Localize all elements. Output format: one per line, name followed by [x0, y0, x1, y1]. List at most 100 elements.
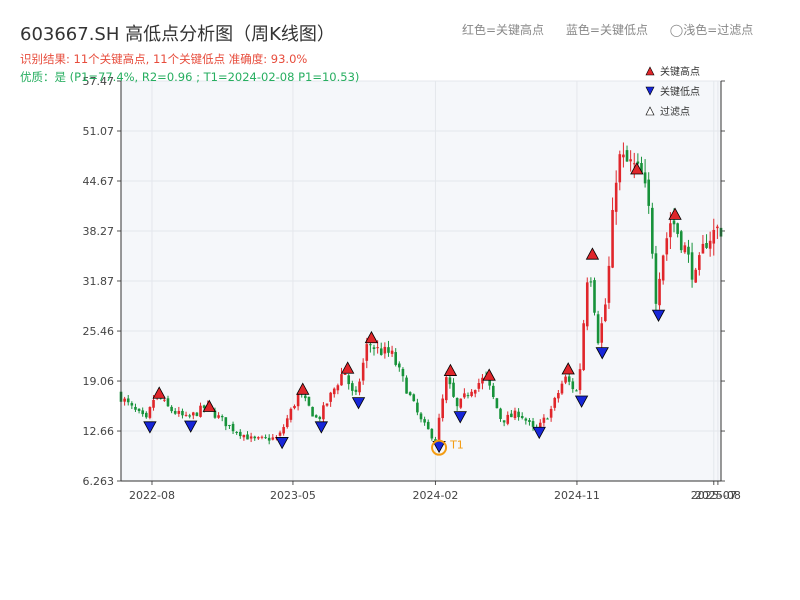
- candle-body: [340, 374, 343, 386]
- candle-body: [542, 417, 546, 423]
- candle-body: [575, 390, 578, 392]
- candle-body: [181, 410, 184, 416]
- y-tick-label: 12.66: [83, 425, 115, 438]
- legend-high-symbol: [645, 66, 655, 76]
- y-tick-label: 51.07: [83, 125, 115, 138]
- legend-light-note: ◯浅色=过滤点: [669, 23, 754, 37]
- candle-body: [600, 323, 604, 343]
- candle-body: [351, 383, 354, 391]
- candle-body: [304, 395, 307, 399]
- candle-body: [517, 411, 520, 418]
- key-high-marker: [341, 361, 355, 374]
- candle-body: [148, 407, 152, 418]
- candle-body: [589, 281, 593, 283]
- candle-body: [564, 376, 567, 383]
- key-low-marker: [143, 421, 157, 434]
- candle-body: [708, 240, 712, 249]
- candle-body: [437, 417, 441, 443]
- key-low-marker: [532, 426, 546, 440]
- key-low-marker: [453, 411, 467, 424]
- candle-body: [459, 398, 463, 408]
- candle-body: [141, 410, 144, 415]
- candle-body: [698, 255, 701, 270]
- result-summary: 识别结果: 11个关键高点, 11个关键低点 准确度: 93.0%: [20, 52, 308, 66]
- t1-label: T1: [449, 439, 464, 452]
- key-high-marker: [668, 207, 682, 220]
- candle-body: [618, 154, 622, 183]
- candle-body: [665, 238, 669, 255]
- key-high-marker: [482, 368, 496, 381]
- x-tick-label: 2025-07: [691, 489, 737, 502]
- candle-body: [506, 414, 510, 424]
- candle-body: [571, 381, 575, 390]
- candle-body: [513, 410, 517, 419]
- candle-body: [585, 282, 589, 327]
- candle-body: [332, 388, 336, 395]
- candle-body: [629, 159, 632, 162]
- candle-body: [654, 253, 658, 304]
- key-low-marker: [651, 309, 666, 322]
- candle-body: [423, 419, 426, 423]
- candle-body: [253, 436, 257, 439]
- candle-body: [604, 304, 607, 322]
- candle-body: [365, 344, 369, 361]
- candle-body: [358, 381, 361, 393]
- candle-body: [264, 437, 267, 439]
- x-tick-label: 2022-08: [129, 489, 175, 502]
- candle-body: [499, 408, 502, 419]
- candle-body: [249, 436, 253, 439]
- candle-body: [452, 382, 455, 397]
- legend-low-symbol: [645, 86, 655, 96]
- key-high-marker: [364, 330, 379, 344]
- candle-body: [347, 375, 351, 385]
- candle-body: [394, 352, 397, 365]
- candle-body: [632, 163, 636, 165]
- candle-body: [593, 280, 596, 313]
- y-tick-label: 44.67: [83, 175, 115, 188]
- candle-body: [195, 412, 199, 416]
- legend-high-label: 关键高点: [660, 65, 700, 78]
- key-low-marker: [275, 437, 289, 450]
- candle-body: [477, 383, 481, 389]
- candle-body: [553, 397, 557, 408]
- candle-body: [231, 423, 235, 432]
- candle-body: [694, 269, 697, 283]
- candle-body: [246, 434, 249, 440]
- candle-body: [293, 405, 296, 409]
- candle-body: [672, 220, 676, 225]
- candle-body: [257, 437, 260, 439]
- key-low-marker: [314, 421, 329, 434]
- legend-filtered-symbol: [645, 106, 655, 116]
- candle-body: [434, 439, 437, 442]
- y-tick-label: 31.87: [83, 275, 115, 288]
- candle-body: [669, 223, 672, 238]
- candle-body: [163, 399, 166, 401]
- key-high-marker: [443, 363, 458, 376]
- candle-body: [596, 314, 600, 344]
- candle-body: [473, 390, 477, 394]
- candle-body: [166, 398, 170, 407]
- legend-red-note: 红色=关键高点: [462, 23, 545, 37]
- candle-body: [228, 424, 231, 426]
- candle-body: [325, 403, 329, 406]
- candle-body: [676, 223, 679, 234]
- y-tick-label: 19.06: [83, 375, 115, 388]
- candle-body: [502, 420, 506, 423]
- key-high-marker: [296, 382, 310, 395]
- candle-body: [123, 398, 126, 402]
- quality-summary: 优质：是 (P1=77.4%, R2=0.96 ; T1=2024-02-08 …: [20, 70, 360, 84]
- candle-body: [278, 432, 282, 436]
- candle-body: [419, 413, 423, 420]
- candle-body: [289, 408, 293, 420]
- candle-body: [271, 437, 275, 440]
- candle-body: [314, 415, 318, 418]
- color-legend: 红色=关键高点 蓝色=关键低点 ◯浅色=过滤点: [462, 21, 771, 38]
- x-tick-label: 2023-05: [270, 489, 316, 502]
- candle-body: [687, 246, 690, 255]
- candle-body: [445, 377, 448, 401]
- candle-body: [495, 398, 499, 409]
- candle-body: [130, 403, 134, 406]
- candle-body: [528, 420, 531, 422]
- candle-body: [188, 415, 191, 417]
- candle-body: [184, 414, 188, 416]
